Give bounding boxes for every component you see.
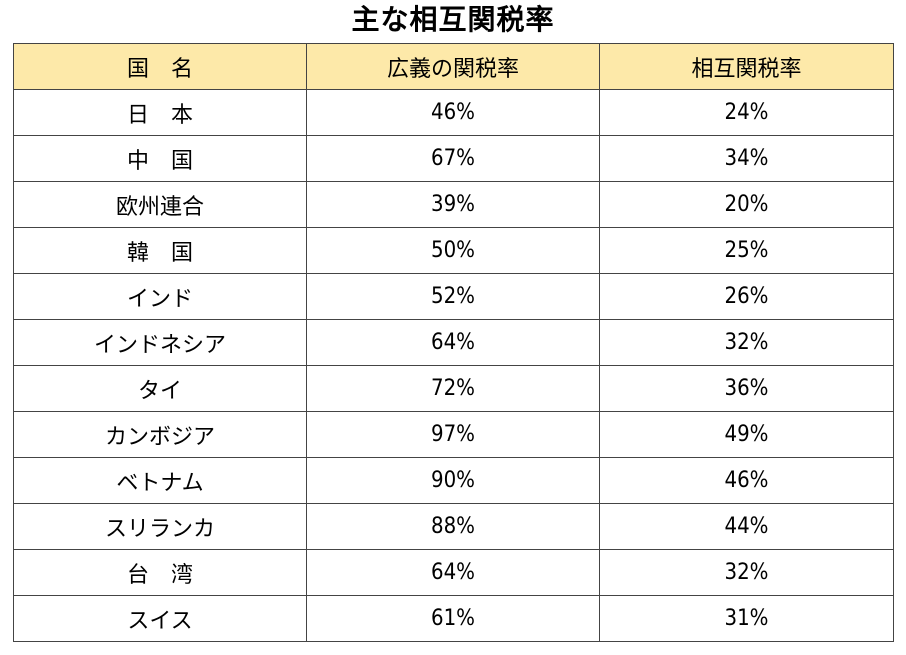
country-cell: 韓 国 [13, 227, 307, 274]
country-cell: ベトナム [13, 457, 307, 504]
broad-tariff-cell: 72% [306, 365, 600, 412]
broad-tariff-cell: 61% [306, 595, 600, 642]
reciprocal-tariff-cell: 36% [599, 365, 894, 412]
header-row: 国 名 広義の関税率 相互関税率 [13, 43, 894, 90]
country-cell: カンボジア [13, 411, 307, 458]
country-cell: スリランカ [13, 503, 307, 550]
broad-tariff-cell: 88% [306, 503, 600, 550]
country-cell: 欧州連合 [13, 181, 307, 228]
broad-tariff-cell: 46% [306, 89, 600, 136]
country-cell: 台 湾 [13, 549, 307, 596]
table-row: 韓 国 50% 25% [13, 227, 894, 274]
country-cell: タイ [13, 365, 307, 412]
broad-tariff-cell: 39% [306, 181, 600, 228]
reciprocal-tariff-cell: 46% [599, 457, 894, 504]
broad-tariff-cell: 67% [306, 135, 600, 182]
country-cell: スイス [13, 595, 307, 642]
column-header-country: 国 名 [13, 43, 307, 90]
reciprocal-tariff-cell: 26% [599, 273, 894, 320]
broad-tariff-cell: 64% [306, 319, 600, 366]
table-row: 日 本 46% 24% [13, 89, 894, 136]
country-cell: 日 本 [13, 89, 307, 136]
table-row: インド 52% 26% [13, 273, 894, 320]
table-row: インドネシア 64% 32% [13, 319, 894, 366]
table-row: タイ 72% 36% [13, 365, 894, 412]
broad-tariff-cell: 90% [306, 457, 600, 504]
table-row: スイス 61% 31% [13, 595, 894, 642]
column-header-broad-tariff: 広義の関税率 [306, 43, 600, 90]
table-row: カンボジア 97% 49% [13, 411, 894, 458]
reciprocal-tariff-cell: 44% [599, 503, 894, 550]
table-row: 欧州連合 39% 20% [13, 181, 894, 228]
country-cell: インドネシア [13, 319, 307, 366]
column-header-reciprocal-tariff: 相互関税率 [599, 43, 894, 90]
broad-tariff-cell: 52% [306, 273, 600, 320]
reciprocal-tariff-cell: 25% [599, 227, 894, 274]
table-row: 台 湾 64% 32% [13, 549, 894, 596]
reciprocal-tariff-cell: 20% [599, 181, 894, 228]
reciprocal-tariff-cell: 34% [599, 135, 894, 182]
reciprocal-tariff-cell: 24% [599, 89, 894, 136]
country-cell: 中 国 [13, 135, 307, 182]
page-title: 主な相互関税率 [351, 3, 555, 36]
reciprocal-tariff-cell: 31% [599, 595, 894, 642]
table-header: 国 名 広義の関税率 相互関税率 [13, 43, 894, 90]
reciprocal-tariff-cell: 32% [599, 549, 894, 596]
table-row: スリランカ 88% 44% [13, 503, 894, 550]
broad-tariff-cell: 97% [306, 411, 600, 458]
table-row: 中 国 67% 34% [13, 135, 894, 182]
reciprocal-tariff-cell: 49% [599, 411, 894, 458]
country-cell: インド [13, 273, 307, 320]
tariff-table: 国 名 広義の関税率 相互関税率 日 本 46% 24% 中 国 67% 34%… [13, 43, 894, 642]
table-body: 日 本 46% 24% 中 国 67% 34% 欧州連合 39% 20% 韓 国… [13, 89, 894, 642]
table-row: ベトナム 90% 46% [13, 457, 894, 504]
broad-tariff-cell: 64% [306, 549, 600, 596]
reciprocal-tariff-cell: 32% [599, 319, 894, 366]
broad-tariff-cell: 50% [306, 227, 600, 274]
